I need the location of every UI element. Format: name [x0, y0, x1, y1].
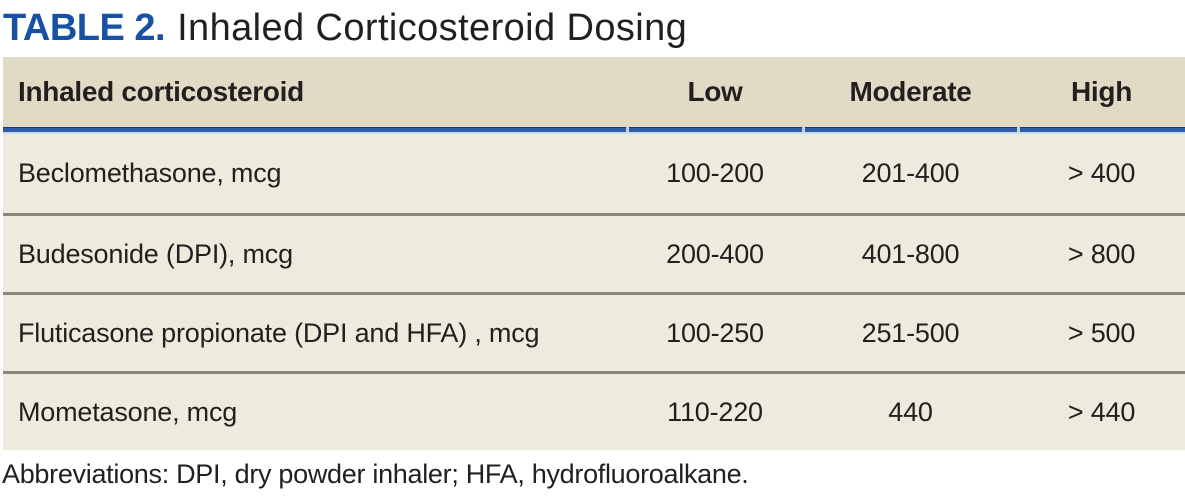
column-gap-tick	[1017, 127, 1020, 132]
moderate-dose-cell: 251-500	[861, 317, 960, 348]
header-rule	[3, 127, 1185, 134]
dosing-table: Inhaled corticosteroid Low Moderate High…	[3, 57, 1185, 450]
table-row-fluticasone: Fluticasone propionate (DPI and HFA) , m…	[3, 292, 1185, 371]
table-number-label: TABLE 2.	[3, 7, 166, 49]
column-header-high: High	[1070, 76, 1132, 107]
column-gap-tick	[802, 127, 805, 132]
low-dose-cell: 100-200	[666, 158, 764, 188]
high-dose-cell: > 400	[1067, 158, 1136, 188]
moderate-dose-cell: 401-800	[861, 238, 960, 269]
column-gap-tick	[626, 127, 629, 132]
column-header-low: Low	[687, 76, 743, 107]
abbreviations-footnote: Abbreviations: DPI, dry powder inhaler; …	[2, 459, 749, 489]
moderate-dose-cell: 440	[888, 396, 933, 427]
table-row-beclomethasone: Beclomethasone, mcg 100-200 201-400 > 40…	[3, 134, 1185, 213]
column-header-moderate: Moderate	[849, 76, 972, 107]
high-dose-cell: > 500	[1067, 317, 1136, 348]
drug-name-cell: Fluticasone propionate (DPI and HFA) , m…	[18, 317, 540, 348]
table-row-budesonide: Budesonide (DPI), mcg 200-400 401-800 > …	[3, 213, 1185, 292]
drug-name-cell: Mometasone, mcg	[18, 396, 238, 427]
table-title: TABLE 2. Inhaled Corticosteroid Dosing	[3, 0, 687, 56]
high-dose-cell: > 800	[1067, 238, 1136, 269]
low-dose-cell: 200-400	[666, 238, 764, 269]
moderate-dose-cell: 201-400	[861, 158, 960, 188]
table-row-mometasone: Mometasone, mcg 110-220 440 > 440	[3, 371, 1185, 450]
drug-name-cell: Beclomethasone, mcg	[18, 158, 282, 188]
column-header-drug: Inhaled corticosteroid	[18, 76, 304, 107]
low-dose-cell: 110-220	[667, 396, 763, 427]
table-header-row: Inhaled corticosteroid Low Moderate High	[3, 57, 1185, 127]
drug-name-cell: Budesonide (DPI), mcg	[18, 238, 293, 269]
table-title-text: Inhaled Corticosteroid Dosing	[177, 7, 688, 49]
high-dose-cell: > 440	[1067, 396, 1136, 427]
low-dose-cell: 100-250	[666, 317, 764, 348]
